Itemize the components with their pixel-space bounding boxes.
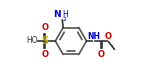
- Text: 2: 2: [63, 17, 67, 22]
- Text: O: O: [41, 50, 48, 59]
- Text: O: O: [104, 32, 111, 41]
- Text: H: H: [62, 10, 68, 19]
- Text: O: O: [98, 50, 105, 59]
- Text: N: N: [53, 10, 61, 19]
- Text: S: S: [41, 36, 48, 46]
- Text: NH: NH: [87, 32, 100, 41]
- Text: HO: HO: [26, 36, 38, 45]
- Text: O: O: [41, 23, 48, 32]
